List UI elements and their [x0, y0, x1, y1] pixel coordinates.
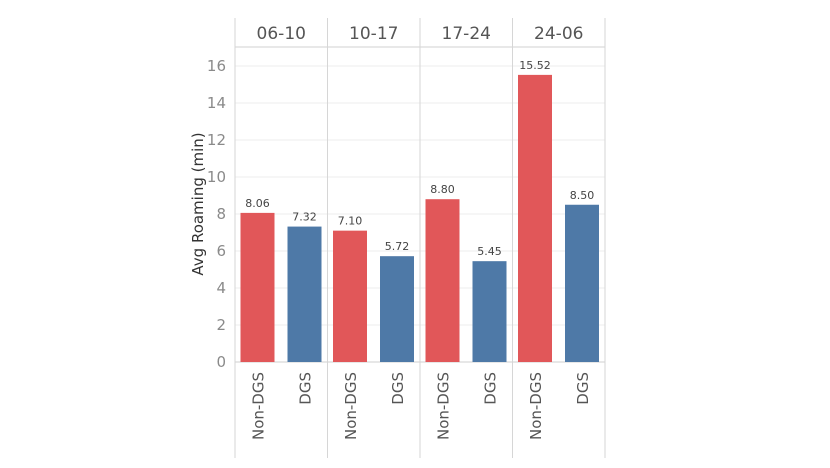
- x-tick-label: DGS: [482, 372, 500, 405]
- y-tick-label: 16: [207, 57, 226, 75]
- bar-non-dgs-17-24: [425, 199, 460, 362]
- x-tick-label: Non-DGS: [250, 372, 268, 440]
- y-tick-label: 2: [216, 316, 226, 334]
- x-tick-label: DGS: [389, 372, 407, 405]
- data-label: 8.06: [245, 197, 270, 210]
- y-tick-label: 6: [216, 242, 226, 260]
- bar-dgs-24-06: [565, 204, 599, 362]
- y-tick-label: 0: [216, 353, 226, 371]
- y-tick-label: 12: [207, 131, 226, 149]
- x-tick-label: Non-DGS: [435, 372, 453, 440]
- data-label: 5.72: [385, 240, 410, 253]
- panel-10-17: 10-17 7.10 Non-DGS 5.72 DGS: [333, 24, 414, 440]
- bar-dgs-10-17: [380, 256, 414, 362]
- x-tick-label: Non-DGS: [342, 372, 360, 440]
- y-axis-title: Avg Roaming (min): [189, 132, 207, 275]
- panel-17-24: 17-24 8.80 Non-DGS 5.45 DGS: [425, 24, 507, 440]
- y-tick-label: 10: [207, 168, 226, 186]
- panel-title: 10-17: [349, 24, 398, 44]
- y-tick-label: 4: [216, 279, 226, 297]
- bar-dgs-17-24: [472, 261, 507, 362]
- data-label: 15.52: [519, 59, 551, 72]
- data-label: 8.50: [570, 189, 595, 202]
- bar-non-dgs-10-17: [333, 230, 367, 362]
- x-tick-label: Non-DGS: [527, 372, 545, 440]
- y-tick-label: 8: [216, 205, 226, 223]
- panels: 06-10 8.06 Non-DGS 7.32 DGS 10-17 7.10 Non-DGS 5…: [240, 24, 599, 440]
- data-label: 7.10: [338, 215, 363, 228]
- gridlines: [234, 18, 606, 458]
- panel-title: 17-24: [442, 24, 491, 44]
- x-tick-label: DGS: [574, 372, 592, 405]
- panel-06-10: 06-10 8.06 Non-DGS 7.32 DGS: [240, 24, 322, 440]
- data-label: 8.80: [430, 183, 455, 196]
- data-label: 7.32: [292, 211, 317, 224]
- x-tick-label: DGS: [297, 372, 315, 405]
- data-label: 5.45: [477, 245, 502, 258]
- bar-non-dgs-24-06: [518, 74, 552, 362]
- panel-title: 06-10: [257, 24, 306, 44]
- panel-title: 24-06: [534, 24, 583, 44]
- bar-dgs-06-10: [287, 226, 322, 362]
- y-axis: 0 2 4 6 8 10 12 14 16: [207, 57, 226, 371]
- bar-non-dgs-06-10: [240, 212, 275, 362]
- y-tick-label: 14: [207, 94, 226, 112]
- panel-24-06: 24-06 15.52 Non-DGS 8.50 DGS: [518, 24, 599, 440]
